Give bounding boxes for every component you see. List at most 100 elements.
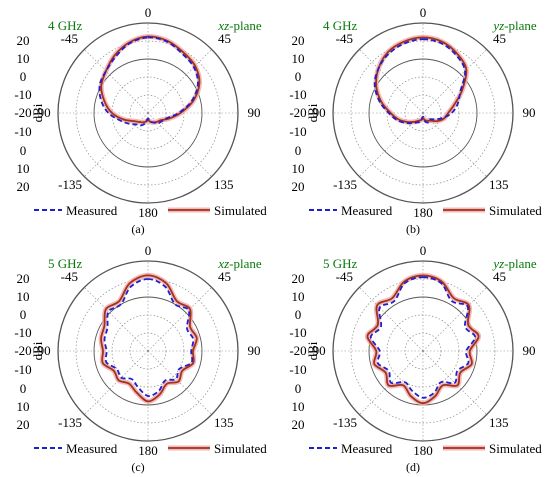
frequency-label: 4 GHz xyxy=(323,18,358,33)
grid-ring xyxy=(350,278,496,424)
grid-ring xyxy=(129,332,167,370)
grid-ring xyxy=(93,296,203,406)
radial-tick-label: 0 xyxy=(20,381,27,396)
radial-tick-label: -10 xyxy=(289,325,306,340)
plane-label: xz-plane xyxy=(217,256,262,271)
grid-ring xyxy=(332,260,514,442)
grid-ring xyxy=(57,260,239,442)
grid-spoke xyxy=(422,49,487,114)
radial-tick-label: -10 xyxy=(289,362,306,377)
simulated-series-line xyxy=(366,274,480,405)
radial-tick-label: -20 xyxy=(14,105,31,120)
radial-unit-label: dBi xyxy=(30,103,45,122)
grid-spoke xyxy=(147,350,212,415)
simulated-series-line xyxy=(375,36,468,124)
plane-label-axes: yz xyxy=(491,18,504,33)
radial-unit-label: dBi xyxy=(305,103,320,122)
plane-label-suffix: -plane xyxy=(504,18,537,33)
angle-label: 90 xyxy=(523,343,536,358)
angle-label: -90 xyxy=(33,105,50,120)
grid-spoke xyxy=(359,49,424,114)
radial-tick-label: 20 xyxy=(17,33,30,48)
radial-tick-label: 10 xyxy=(292,289,305,304)
angle-label: 0 xyxy=(420,243,427,258)
measured-series-line xyxy=(369,276,477,399)
grid-spoke xyxy=(422,287,487,352)
radial-tick-label: -20 xyxy=(14,343,31,358)
angle-label: -135 xyxy=(333,177,357,192)
grid-ring xyxy=(350,40,496,186)
radial-tick-label: 20 xyxy=(17,179,30,194)
frequency-label: 4 GHz xyxy=(48,18,83,33)
radial-tick-label: 10 xyxy=(17,161,30,176)
legend-simulated-label: Simulated xyxy=(489,441,542,456)
plane-label: yz-plane xyxy=(491,256,537,271)
simulated-series-line xyxy=(100,35,201,124)
grid-ring xyxy=(386,76,460,150)
legend-measured-label: Measured xyxy=(66,441,118,456)
plane-label-axes: yz xyxy=(491,256,504,271)
angle-label: -135 xyxy=(58,177,82,192)
angle-label: 0 xyxy=(145,5,152,20)
grid-spoke xyxy=(84,49,149,114)
angle-label: 135 xyxy=(214,177,234,192)
radial-tick-label: 10 xyxy=(292,51,305,66)
panel-label: (c) xyxy=(131,460,144,474)
grid-spoke xyxy=(422,350,487,415)
angle-label: -45 xyxy=(61,269,78,284)
legend-measured-label: Measured xyxy=(66,203,118,218)
frequency-label: 5 GHz xyxy=(323,256,358,271)
radial-tick-label: -10 xyxy=(14,362,31,377)
angle-label: -90 xyxy=(308,105,325,120)
grid-ring xyxy=(93,58,203,168)
grid-spoke xyxy=(84,350,149,415)
plane-label: xz-plane xyxy=(217,18,262,33)
angle-label: 90 xyxy=(248,343,261,358)
angle-label: 45 xyxy=(218,269,231,284)
radial-tick-label: 20 xyxy=(292,33,305,48)
legend-measured-label: Measured xyxy=(341,441,393,456)
radial-tick-label: -10 xyxy=(14,325,31,340)
grid-ring xyxy=(368,58,478,168)
measured-series-line xyxy=(103,278,195,397)
radial-tick-label: 10 xyxy=(17,399,30,414)
radial-tick-label: 0 xyxy=(20,143,27,158)
legend-simulated-label: Simulated xyxy=(214,203,267,218)
plane-label-axes: xz xyxy=(217,256,229,271)
angle-label: 90 xyxy=(523,105,536,120)
radial-tick-label: -10 xyxy=(14,87,31,102)
panel-label: (d) xyxy=(406,460,420,474)
angle-label: 135 xyxy=(214,415,234,430)
radial-tick-label: 10 xyxy=(292,161,305,176)
grid-ring xyxy=(75,278,221,424)
grid-ring xyxy=(332,22,514,204)
radial-tick-label: 0 xyxy=(20,307,27,322)
radial-tick-label: -20 xyxy=(289,105,306,120)
angle-label: -45 xyxy=(61,31,78,46)
angle-label: 135 xyxy=(489,415,509,430)
grid-ring xyxy=(404,332,442,370)
radial-tick-label: 10 xyxy=(17,51,30,66)
grid-spoke xyxy=(147,49,212,114)
angle-label: 180 xyxy=(138,205,158,220)
angle-label: 180 xyxy=(138,443,158,458)
polar-panel-2: 0 45 90 135 180 -135 -90 -45 20 10 0 -10 -20 -10 0 10 20… xyxy=(289,5,542,236)
grid-ring xyxy=(111,314,185,388)
radial-tick-label: 0 xyxy=(295,381,302,396)
radial-tick-label: 0 xyxy=(295,143,302,158)
grid-ring xyxy=(57,22,239,204)
radial-tick-label: 10 xyxy=(292,399,305,414)
angle-label: -90 xyxy=(308,343,325,358)
grid-spoke xyxy=(422,112,487,177)
panel-label: (a) xyxy=(131,222,144,236)
angle-label: 135 xyxy=(489,177,509,192)
radial-tick-label: -10 xyxy=(289,87,306,102)
polar-panel-4: 0 45 90 135 180 -135 -90 -45 20 10 0 -10 -20 -10 0 10 20… xyxy=(289,243,542,474)
angle-label: 45 xyxy=(493,31,506,46)
plane-label-axes: xz xyxy=(217,18,229,33)
radial-tick-label: 20 xyxy=(17,271,30,286)
radial-tick-label: 20 xyxy=(292,271,305,286)
angle-label: 90 xyxy=(248,105,261,120)
angle-label: -135 xyxy=(333,415,357,430)
